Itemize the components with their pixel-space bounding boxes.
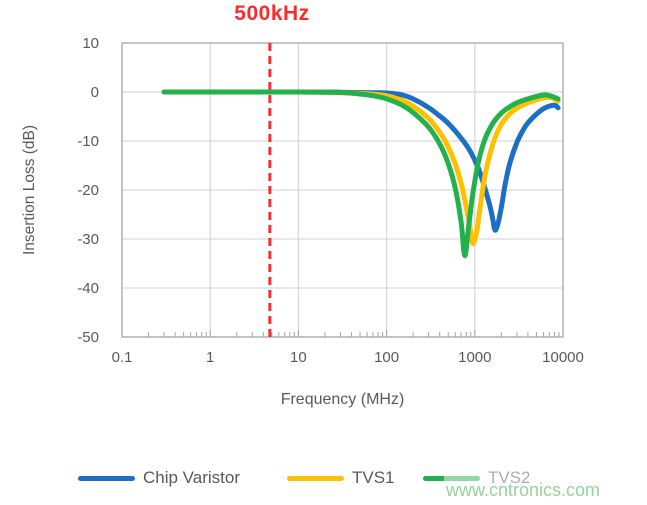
legend-item-tvs1: TVS1	[287, 468, 395, 488]
plot-border	[121, 42, 564, 338]
y-tick-label: -20	[77, 182, 99, 199]
y-tick-label: 10	[82, 35, 99, 52]
y-tick-label: -10	[77, 133, 99, 150]
x-axis-title: Frequency (MHz)	[280, 391, 405, 408]
annotation-label-500khz: 500kHz	[234, 2, 310, 25]
legend-label-chip-varistor: Chip Varistor	[143, 468, 240, 487]
x-tick-label: 10	[290, 349, 307, 366]
legend-item-chip-varistor: Chip Varistor	[78, 468, 240, 488]
watermark: www.cntronics.com	[446, 480, 601, 500]
legend-line-chip-varistor	[78, 475, 135, 481]
x-tick-label: 100	[374, 349, 399, 366]
y-tick-label: -50	[77, 329, 99, 346]
series-curve-tvs2	[161, 89, 561, 259]
watermark-fade-overlay	[444, 468, 647, 501]
x-tick-label: 1000	[458, 349, 491, 366]
x-tick-label: 0.1	[112, 349, 133, 366]
legend-label-tvs1: TVS1	[352, 468, 395, 487]
legend-line-tvs1	[287, 475, 344, 481]
y-tick-label: -40	[77, 280, 99, 297]
x-tick-label: 1	[206, 349, 214, 366]
y-tick-label: -30	[77, 231, 99, 248]
x-tick-label: 10000	[542, 349, 584, 366]
y-tick-label: 0	[91, 84, 99, 101]
